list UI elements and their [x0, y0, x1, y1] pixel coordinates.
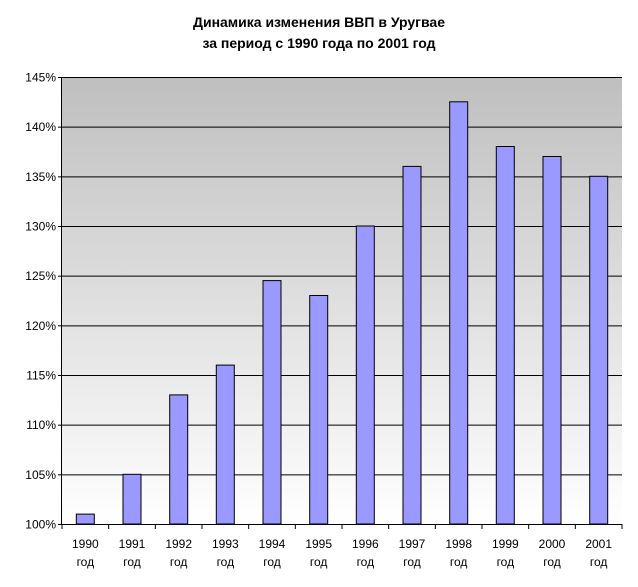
y-tick-label: 130% — [25, 220, 56, 234]
bar-1991 — [122, 473, 142, 525]
x-tick-label: 1992 — [165, 537, 192, 551]
y-tick-label: 140% — [25, 120, 56, 134]
x-axis-labels: 1990 год 1991 год 1992 год 1993 год 1994 год 1995 г… — [72, 537, 612, 569]
bar-1993 — [215, 364, 235, 525]
x-tick-label: 1994 — [259, 537, 286, 551]
x-tick-label: 1998 — [445, 537, 472, 551]
bar-1998 — [449, 101, 469, 525]
y-tick-label: 115% — [26, 369, 56, 383]
x-tick-label: 1995 — [305, 537, 332, 551]
bar-1996 — [355, 225, 375, 525]
bar-1999 — [495, 146, 515, 525]
x-tick-suffix: год — [403, 555, 421, 569]
x-tick-suffix: год — [543, 555, 561, 569]
x-tick-suffix: год — [217, 555, 235, 569]
bar-2001 — [589, 175, 609, 525]
x-tick-suffix: год — [170, 555, 188, 569]
plot-area — [62, 77, 622, 524]
y-tick-label: 100% — [25, 518, 56, 532]
y-tick-label: 135% — [25, 170, 56, 184]
y-tick-label: 120% — [25, 319, 56, 333]
chart-title-line1: Динамика изменения ВВП в Уругвае — [192, 14, 445, 30]
x-tick-label: 1999 — [492, 537, 519, 551]
bar-1990 — [75, 513, 95, 525]
x-tick-label: 1996 — [352, 537, 379, 551]
chart-title-line2: за период с 1990 года по 2001 год — [202, 35, 436, 51]
y-tick-label: 110% — [26, 418, 56, 432]
y-axis-labels: 100% 105% 110% 115% 120% 125% 130% 135% 140% 145% — [25, 71, 56, 532]
y-tick-label: 145% — [25, 71, 56, 85]
x-tick-suffix: год — [310, 555, 328, 569]
bar-1992 — [169, 394, 189, 525]
bar-1994 — [262, 280, 282, 525]
x-tick-suffix: год — [497, 555, 515, 569]
x-tick-suffix: год — [590, 555, 608, 569]
gridlines — [62, 77, 622, 476]
x-tick-label: 1993 — [212, 537, 239, 551]
x-tick-suffix: год — [123, 555, 141, 569]
y-tick-label: 125% — [25, 269, 56, 283]
y-tick-label: 105% — [25, 468, 56, 482]
x-tick-label: 1997 — [399, 537, 426, 551]
x-tick-suffix: год — [263, 555, 281, 569]
bar-1995 — [309, 295, 329, 525]
bar-2000 — [542, 156, 562, 525]
bar-1997 — [402, 165, 422, 525]
x-tick-label: 1990 — [72, 537, 99, 551]
x-tick-suffix: год — [357, 555, 375, 569]
x-tick-label: 2000 — [539, 537, 566, 551]
x-tick-label: 2001 — [585, 537, 612, 551]
x-tick-suffix: год — [450, 555, 468, 569]
x-tick-suffix: год — [77, 555, 95, 569]
axes — [58, 77, 623, 529]
x-tick-label: 1991 — [119, 537, 146, 551]
